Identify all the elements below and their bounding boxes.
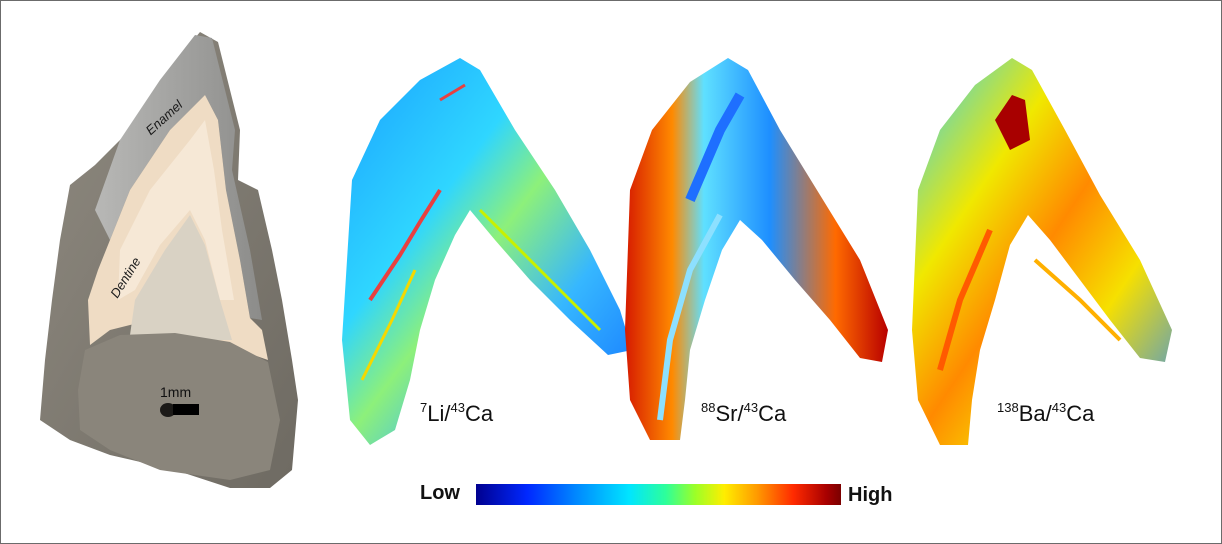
sr-ca-label: 88Sr/43Ca	[701, 400, 787, 426]
li-ca-label: 7Li/43Ca	[420, 400, 494, 426]
colorbar	[476, 484, 841, 505]
ba-ca-label: 138Ba/43Ca	[997, 400, 1095, 426]
colorbar-low-label: Low	[420, 482, 460, 504]
colorbar-high-label: High	[848, 484, 893, 506]
scale-bar-label: 1mm	[160, 384, 192, 400]
scale-bar	[173, 404, 199, 415]
